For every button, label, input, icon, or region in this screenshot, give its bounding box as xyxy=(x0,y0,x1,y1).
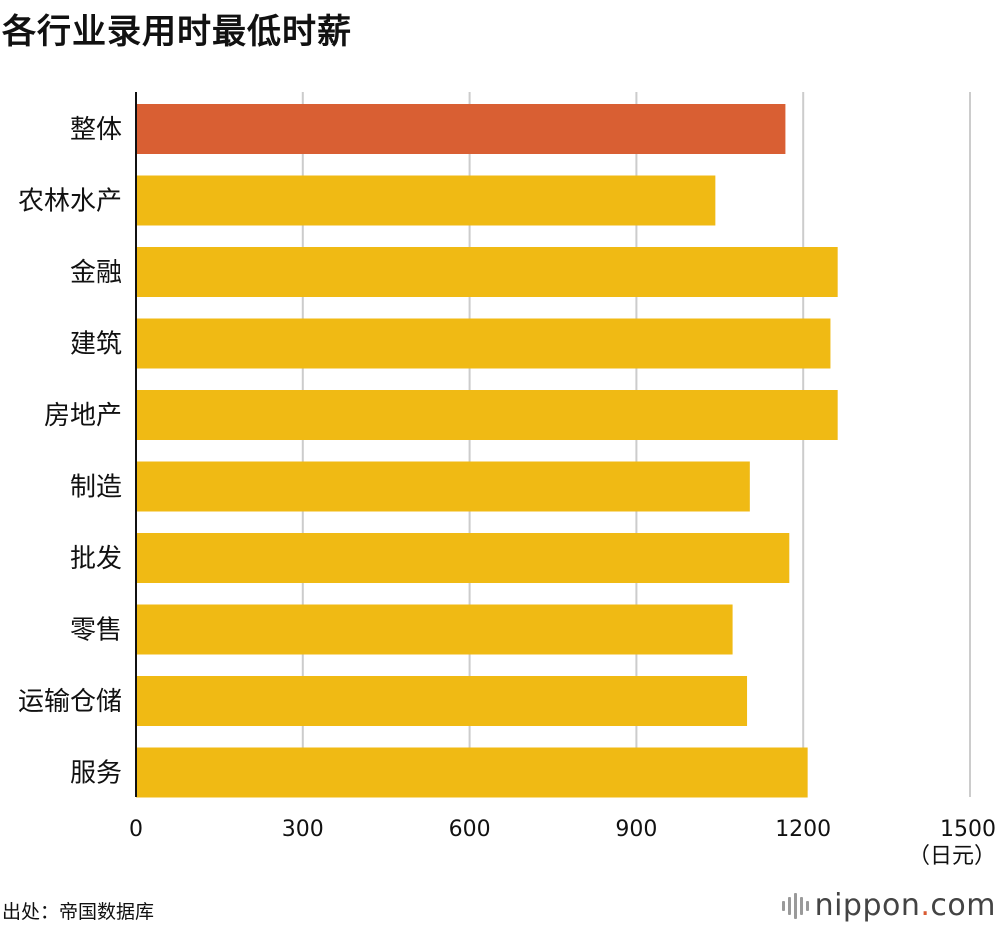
x-tick-label: 0 xyxy=(129,817,143,842)
source-note: 出处：帝国数据库 xyxy=(2,901,155,923)
bar xyxy=(136,533,790,583)
bar xyxy=(136,390,838,440)
category-label: 批发 xyxy=(70,544,122,574)
brand-suffix: com xyxy=(930,888,996,923)
bar xyxy=(136,676,748,726)
bar xyxy=(136,604,733,655)
category-label: 金融 xyxy=(70,258,122,288)
x-tick-label: 900 xyxy=(615,817,657,842)
bar xyxy=(136,104,786,154)
x-tick-label: 600 xyxy=(449,817,491,842)
x-tick-label: 1200 xyxy=(775,817,831,842)
category-label: 制造 xyxy=(70,473,122,503)
sound-wave-logo-icon xyxy=(781,891,809,921)
bar xyxy=(136,247,838,297)
bar xyxy=(136,747,808,798)
x-tick-label: 300 xyxy=(282,817,324,842)
bars xyxy=(136,104,838,798)
category-label: 农林水产 xyxy=(18,187,122,217)
brand-wordmark: nippon.com xyxy=(815,888,996,923)
category-label: 整体 xyxy=(70,115,122,145)
x-tick-labels: 0 300 600 900 1200 1500 xyxy=(129,817,996,842)
bar xyxy=(136,175,716,226)
bar xyxy=(136,461,750,512)
x-axis-unit-label: （日元） xyxy=(908,844,996,869)
brand-dot: . xyxy=(920,888,931,923)
category-label: 建筑 xyxy=(70,330,122,360)
category-label: 房地产 xyxy=(44,401,122,431)
brand-logo[interactable]: nippon.com xyxy=(781,888,996,923)
brand-name: nippon xyxy=(814,888,921,923)
chart-title: 各行业录用时最低时薪 xyxy=(2,12,352,52)
category-label: 运输仓储 xyxy=(18,687,122,717)
x-tick-label: 1500 xyxy=(940,817,996,842)
bar xyxy=(136,318,831,369)
category-label: 零售 xyxy=(70,616,122,646)
category-label: 服务 xyxy=(70,759,122,789)
